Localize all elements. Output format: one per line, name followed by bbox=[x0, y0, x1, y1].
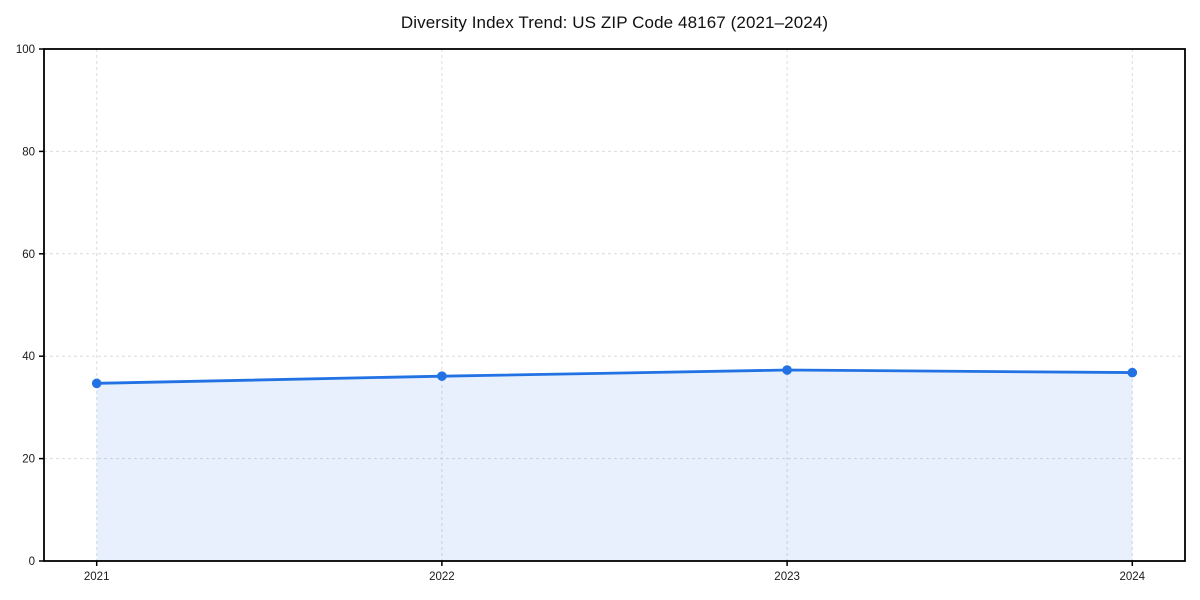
data-point bbox=[91, 378, 102, 389]
data-point bbox=[437, 371, 447, 381]
area-fill bbox=[96, 370, 1133, 561]
data-point bbox=[1127, 367, 1138, 378]
chart-title: Diversity Index Trend: US ZIP Code 48167… bbox=[400, 13, 829, 32]
x-tick-label: 2021 bbox=[84, 571, 110, 583]
x-tick-label: 2024 bbox=[1120, 571, 1146, 583]
data-point bbox=[782, 365, 792, 375]
x-tick-label: 2022 bbox=[429, 571, 455, 583]
axis-frame bbox=[43, 48, 1186, 562]
y-tick-label: 40 bbox=[22, 351, 35, 363]
y-tick-label: 100 bbox=[16, 44, 35, 56]
y-tick-label: 80 bbox=[22, 146, 35, 158]
y-tick-label: 0 bbox=[29, 556, 35, 568]
y-tick-label: 60 bbox=[22, 249, 35, 261]
y-tick-label: 20 bbox=[22, 454, 35, 466]
trend-line bbox=[95, 368, 1134, 385]
x-tick-label: 2023 bbox=[774, 571, 800, 583]
